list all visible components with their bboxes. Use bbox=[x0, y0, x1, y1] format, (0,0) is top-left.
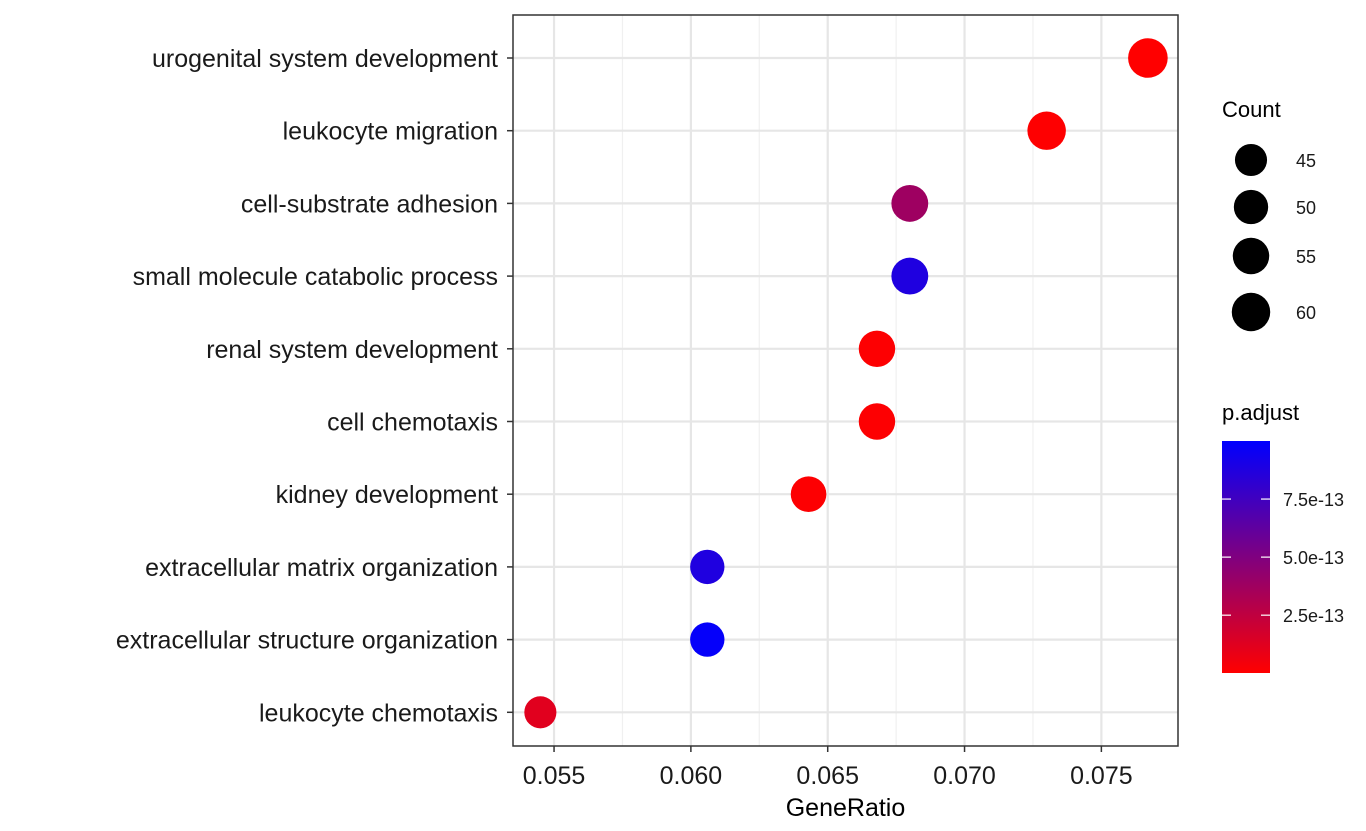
size-legend-label: 60 bbox=[1296, 303, 1316, 323]
data-point bbox=[858, 330, 896, 368]
y-tick-label: kidney development bbox=[276, 481, 498, 509]
data-point bbox=[790, 476, 827, 513]
color-legend-label: 7.5e-13 bbox=[1283, 490, 1344, 510]
x-tick-label: 0.060 bbox=[660, 762, 723, 790]
data-point bbox=[1128, 38, 1168, 78]
y-tick-label: extracellular structure organization bbox=[116, 627, 498, 655]
x-tick-label: 0.070 bbox=[933, 762, 996, 790]
x-tick-label: 0.065 bbox=[796, 762, 859, 790]
data-point bbox=[524, 696, 557, 729]
color-legend: p.adjust 2.5e-13 5.0e-13 7.5e-13 bbox=[1222, 400, 1344, 673]
data-points bbox=[524, 38, 1168, 729]
size-legend-label: 50 bbox=[1296, 198, 1316, 218]
size-legend-title: Count bbox=[1222, 97, 1281, 122]
y-tick-label: small molecule catabolic process bbox=[133, 263, 498, 291]
color-legend-label: 5.0e-13 bbox=[1283, 548, 1344, 568]
y-tick-label: urogenital system development bbox=[152, 45, 498, 73]
data-point bbox=[1027, 111, 1066, 150]
data-point bbox=[690, 622, 725, 657]
data-point bbox=[690, 549, 725, 585]
y-tick-label: cell chemotaxis bbox=[327, 409, 498, 437]
color-legend-title: p.adjust bbox=[1222, 400, 1299, 425]
y-tick-label: leukocyte migration bbox=[283, 118, 498, 146]
size-legend: Count 45 50 55 60 bbox=[1222, 97, 1316, 332]
data-point bbox=[891, 257, 929, 295]
color-legend-label: 2.5e-13 bbox=[1283, 606, 1344, 626]
x-tick-label: 0.075 bbox=[1070, 762, 1133, 790]
size-legend-key bbox=[1232, 237, 1270, 275]
y-axis: urogenital system development leukocyte m… bbox=[116, 45, 513, 727]
size-legend-key bbox=[1234, 143, 1268, 177]
y-tick-label: extracellular matrix organization bbox=[145, 554, 498, 582]
y-tick-label: leukocyte chemotaxis bbox=[259, 699, 498, 727]
size-legend-key bbox=[1231, 292, 1271, 332]
data-point bbox=[858, 403, 896, 440]
x-axis: 0.055 0.060 0.065 0.070 0.075 bbox=[523, 746, 1133, 790]
y-tick-label: renal system development bbox=[206, 336, 498, 364]
y-tick-label: cell-substrate adhesion bbox=[241, 190, 498, 218]
size-legend-key bbox=[1233, 189, 1269, 225]
plot-panel-border bbox=[512, 14, 1179, 747]
x-tick-label: 0.055 bbox=[523, 762, 586, 790]
size-legend-label: 45 bbox=[1296, 151, 1316, 171]
data-point bbox=[891, 184, 929, 222]
grid bbox=[513, 15, 1178, 746]
size-legend-label: 55 bbox=[1296, 247, 1316, 267]
x-axis-title: GeneRatio bbox=[786, 794, 906, 822]
